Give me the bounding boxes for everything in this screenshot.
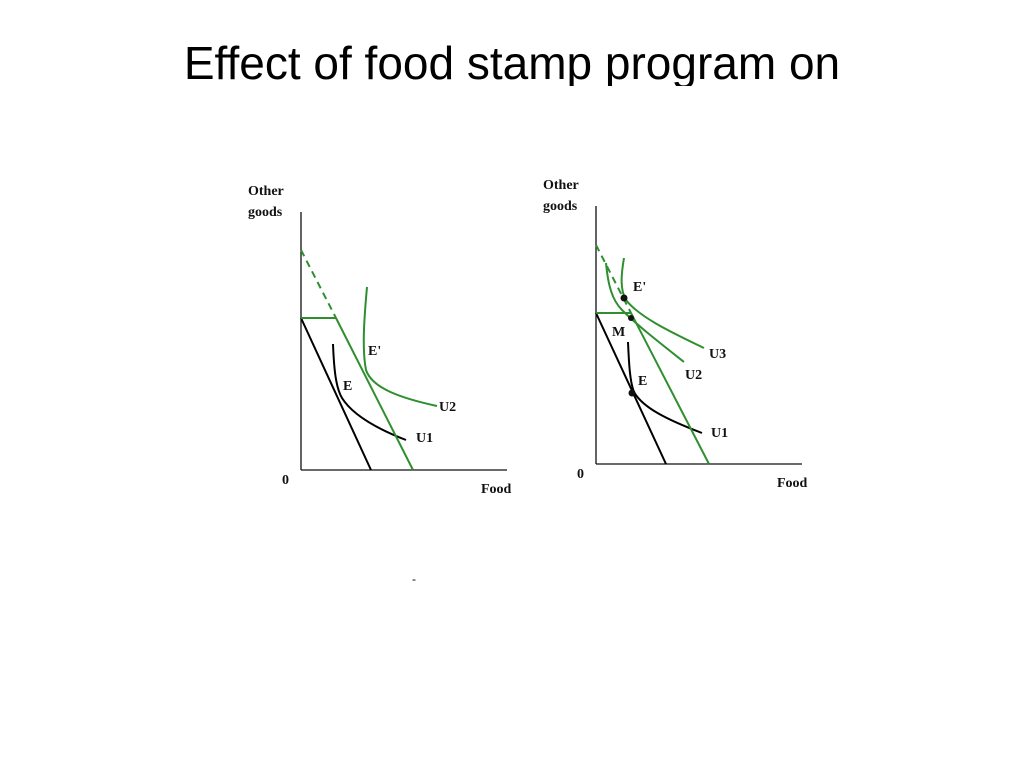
right-new-budget-sloped-segment bbox=[630, 312, 710, 465]
right-u1-label: U1 bbox=[711, 426, 728, 441]
right-indifference-curve-u3 bbox=[620, 257, 705, 349]
left-original-budget-line bbox=[300, 317, 372, 471]
right-original-budget-line bbox=[595, 312, 667, 465]
right-x-axis-label: Food bbox=[777, 476, 808, 491]
right-u3-label: U3 bbox=[709, 347, 726, 362]
right-point-e-prime-label: E' bbox=[633, 280, 646, 295]
left-unrestricted-budget-extension bbox=[300, 249, 337, 319]
right-point-e-marker bbox=[628, 389, 636, 397]
right-unrestricted-budget-extension bbox=[595, 244, 632, 314]
right-point-m-label: M bbox=[612, 325, 625, 340]
right-point-e-prime-marker bbox=[620, 294, 628, 302]
right-point-e-label: E bbox=[638, 374, 647, 389]
right-u2-label: U2 bbox=[685, 368, 702, 383]
left-indifference-curve-u1 bbox=[332, 343, 407, 441]
left-diagram: Other goods 0 Food E' E U2 U1 bbox=[248, 184, 512, 497]
right-origin-label: 0 bbox=[577, 467, 584, 482]
title-area: Effect of food stamp program on bbox=[0, 26, 1024, 86]
left-u1-label: U1 bbox=[416, 431, 433, 446]
slide-title: Effect of food stamp program on bbox=[183, 37, 841, 86]
right-y-axis-label-line1: Other bbox=[543, 178, 579, 193]
right-indifference-curve-u2 bbox=[605, 262, 685, 363]
left-point-e-prime-label: E' bbox=[368, 344, 381, 359]
stray-mark: - bbox=[412, 572, 416, 586]
left-x-axis-label: Food bbox=[481, 482, 512, 497]
left-point-e-label: E bbox=[343, 379, 352, 394]
right-diagram: Other goods 0 Food E' M E U3 U2 U1 bbox=[543, 178, 808, 491]
left-y-axis-label-line2: goods bbox=[248, 205, 283, 220]
left-u2-label: U2 bbox=[439, 400, 456, 415]
left-y-axis-label-line1: Other bbox=[248, 184, 284, 199]
left-indifference-curve-u2 bbox=[362, 286, 438, 407]
right-y-axis-label-line2: goods bbox=[543, 199, 578, 214]
left-origin-label: 0 bbox=[282, 473, 289, 488]
left-new-budget-sloped-segment bbox=[335, 317, 414, 471]
right-point-m-marker bbox=[628, 315, 634, 321]
